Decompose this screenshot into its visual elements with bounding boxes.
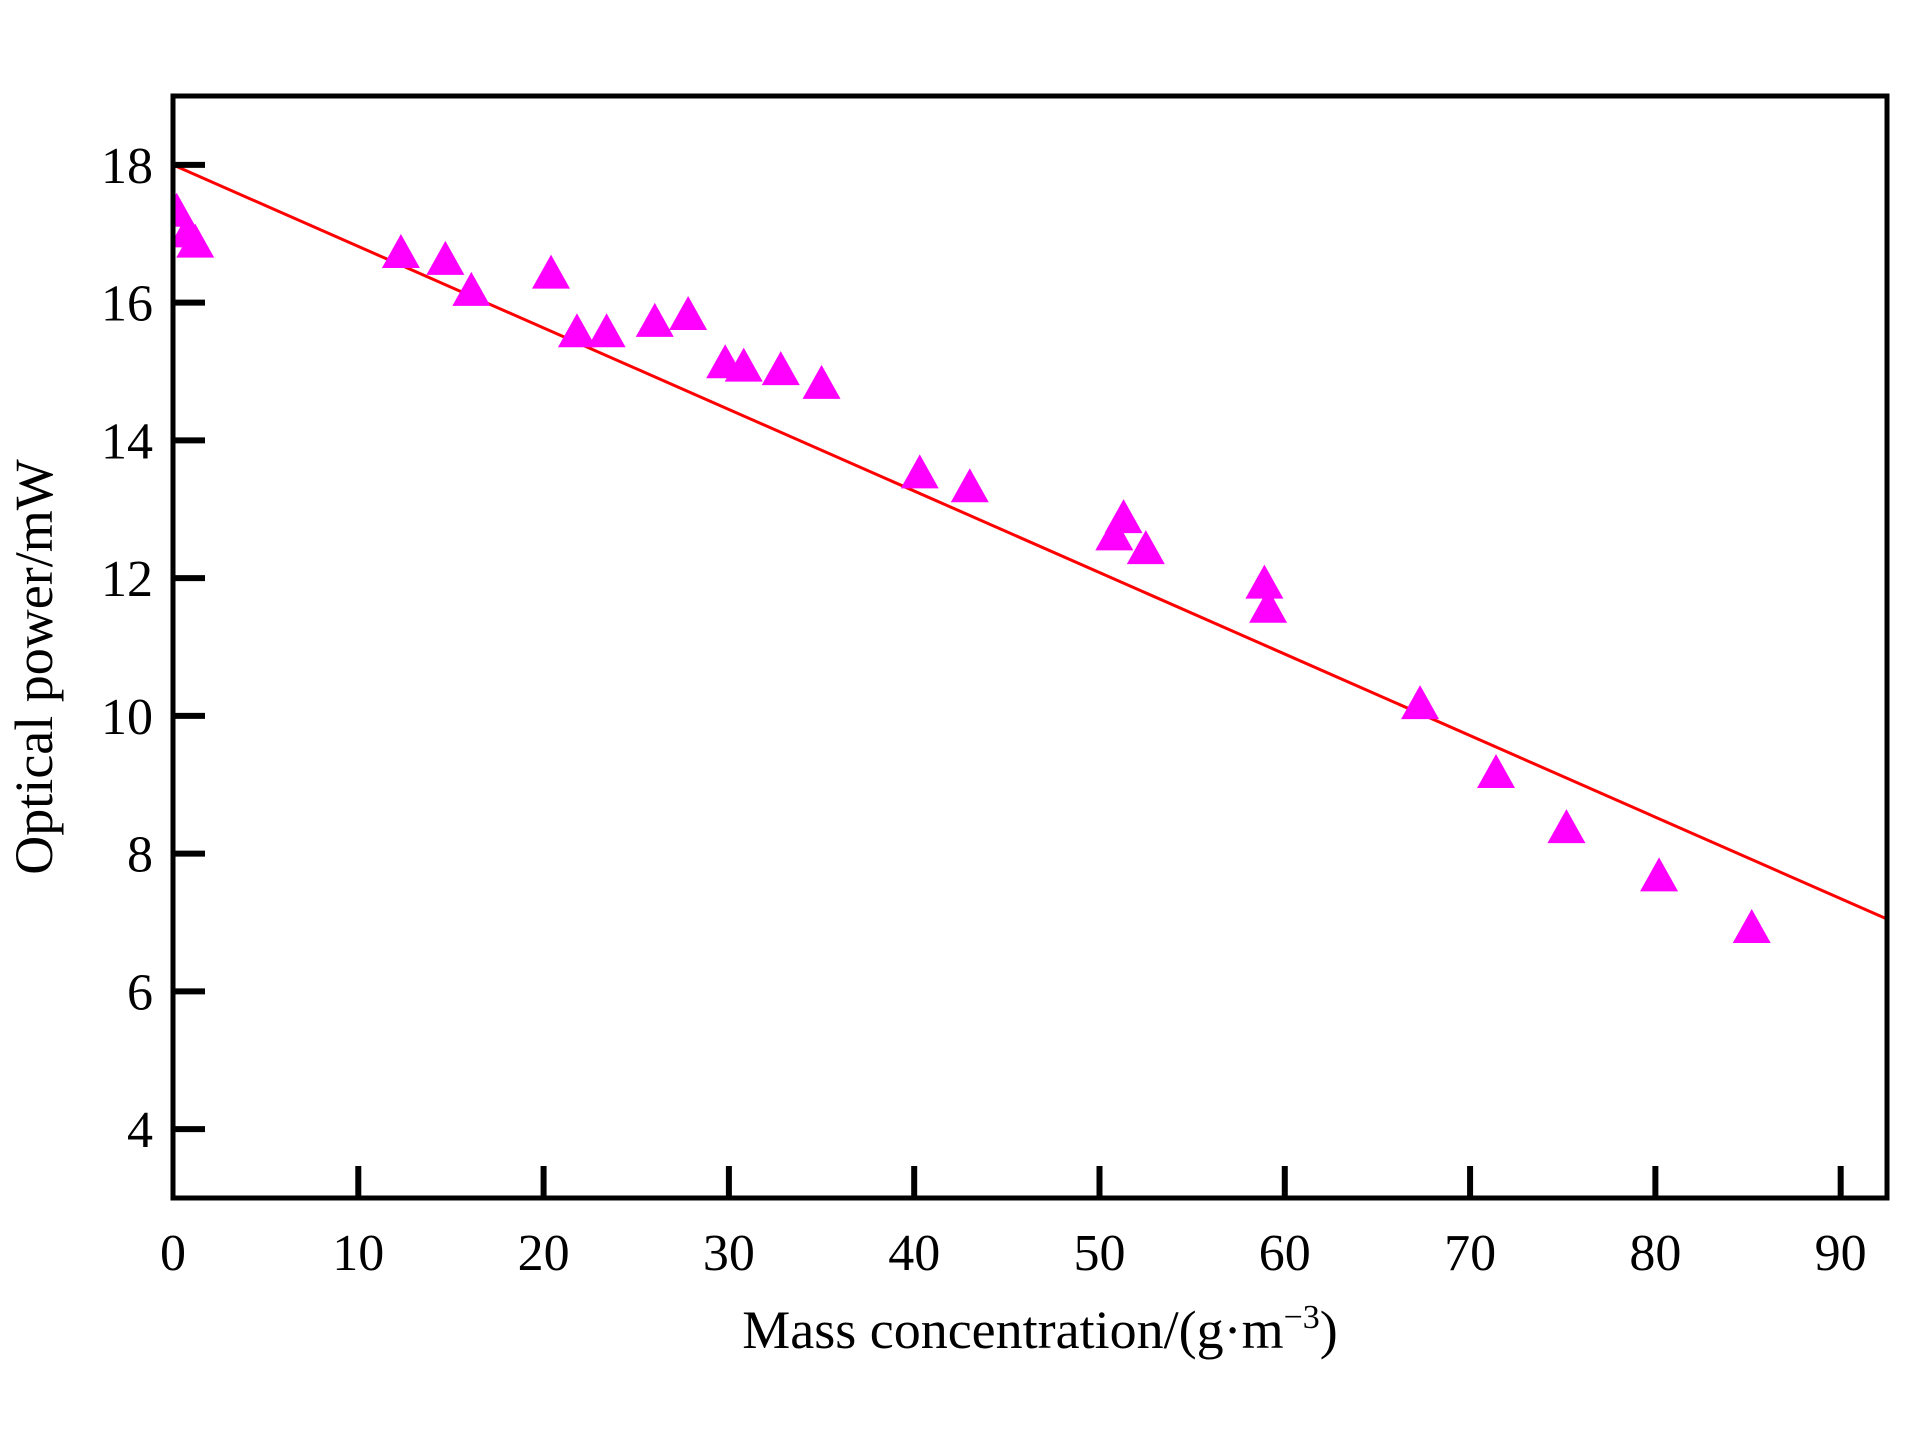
data-point-triangle [381,234,420,269]
x-tick-label: 60 [1259,1225,1311,1282]
y-axis-title: Optical power/mW [4,459,64,874]
data-point-triangle [1547,809,1586,844]
data-point-triangle [426,240,465,275]
scatter-points-layer [173,192,1771,943]
x-axis-title-close: ) [1320,1300,1338,1360]
data-point-triangle [1640,857,1679,892]
y-tick-label: 6 [127,964,153,1021]
x-tick-label: 20 [518,1225,570,1282]
data-point-triangle [1477,754,1516,789]
x-axis-title: Mass concentration/(g·m−3) [742,1299,1338,1360]
data-point-triangle [669,296,708,330]
y-axis-ticks: 4 6 8 10 12 14 16 18 [101,138,205,1159]
data-point-triangle [452,271,491,306]
data-point-triangle [1401,685,1440,720]
fit-line [173,163,1887,921]
data-point-triangle [900,454,939,489]
y-tick-label: 4 [127,1102,153,1159]
x-tick-label: 40 [888,1225,940,1282]
x-tick-label: 30 [703,1225,755,1282]
y-tick-label: 16 [101,276,153,333]
data-point-triangle [557,313,596,348]
y-tick-label: 12 [101,551,153,608]
y-tick-label: 10 [101,689,153,746]
data-point-triangle [587,313,626,348]
data-point-triangle [950,468,989,503]
plot-frame [170,93,1890,1201]
data-point-triangle [802,364,841,399]
x-tick-label: 90 [1815,1225,1867,1282]
fit-line-layer [173,163,1887,921]
data-point-triangle [1104,499,1143,534]
data-point-triangle [1126,530,1165,565]
data-point-triangle [761,351,800,386]
y-tick-label: 8 [127,827,153,884]
x-tick-label: 0 [160,1225,186,1282]
data-point-triangle [1245,564,1284,599]
x-axis-ticks: 0 10 20 30 40 50 60 70 80 90 [160,1166,1867,1282]
x-axis-title-main: Mass concentration/(g·m [742,1300,1283,1360]
y-tick-label: 18 [101,138,153,195]
data-point-triangle [724,347,763,382]
x-tick-label: 70 [1444,1225,1496,1282]
data-point-triangle [176,223,215,258]
x-tick-label: 10 [332,1225,384,1282]
y-tick-label: 14 [101,413,153,470]
data-point-triangle [1095,516,1134,551]
data-point-triangle [635,302,674,337]
x-axis-title-superscript: −3 [1284,1299,1320,1336]
data-point-triangle [1249,588,1288,623]
x-tick-label: 80 [1629,1225,1681,1282]
x-tick-label: 50 [1073,1225,1125,1282]
data-point-triangle [1732,908,1771,943]
data-point-triangle [532,254,571,289]
